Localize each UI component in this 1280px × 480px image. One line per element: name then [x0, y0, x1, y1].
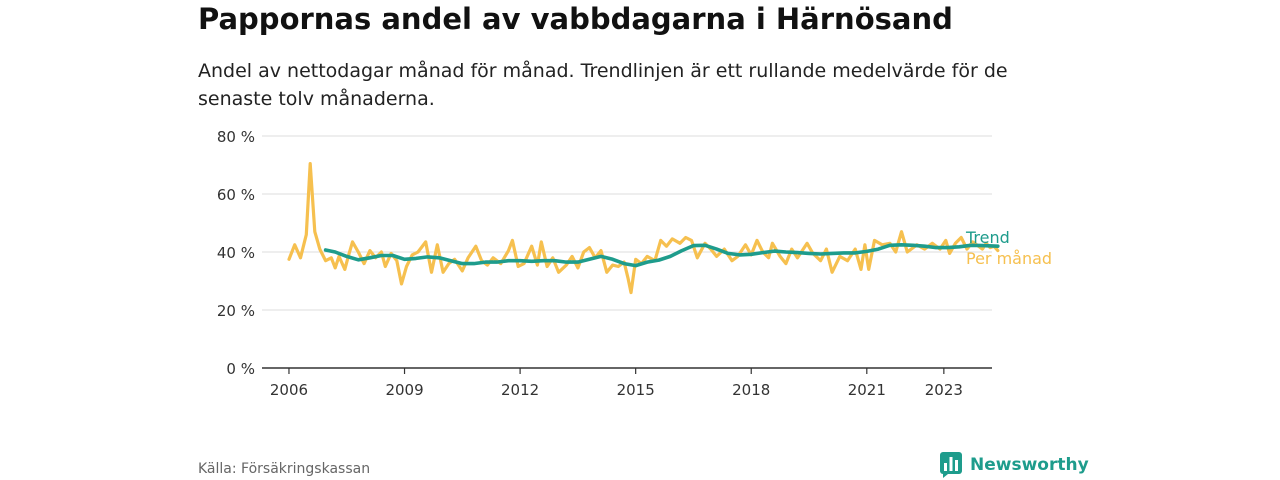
x-tick-label: 2015 [617, 381, 655, 399]
chart-subtitle: Andel av nettodagar månad för månad. Tre… [198, 60, 1008, 110]
y-tick-label: 20 % [217, 302, 255, 320]
brand-logo: Newsworthy [940, 452, 1089, 478]
x-tick-label: 2021 [848, 381, 886, 399]
grid-lines [262, 135, 992, 311]
x-tick-label: 2012 [501, 381, 539, 399]
x-tick-label: 2023 [925, 381, 963, 399]
line-labels: Trend Per månad [965, 228, 1052, 268]
bar-chart-logo-icon [940, 452, 962, 478]
series-lines [287, 162, 1000, 295]
series-line-trend [323, 243, 1000, 268]
y-axis-labels: 0 % 20 % 40 % 60 % 80 % [217, 128, 255, 378]
x-axis: 2006 2009 2012 2015 2018 2021 2023 [262, 367, 992, 399]
source-note: Källa: Försäkringskassan [198, 461, 371, 477]
chart-title: Pappornas andel av vabbdagarna i Härnösa… [198, 2, 953, 36]
x-tick-label: 2006 [270, 381, 308, 399]
label-per-manad: Per månad [966, 249, 1052, 268]
series-line-per-manad [287, 162, 1000, 295]
brand-name: Newsworthy [970, 455, 1089, 475]
y-tick-label: 0 % [226, 360, 255, 378]
y-tick-label: 60 % [217, 186, 255, 204]
x-tick-label: 2018 [732, 381, 770, 399]
x-tick-label: 2009 [385, 381, 423, 399]
label-trend: Trend [965, 228, 1010, 247]
y-tick-label: 40 % [217, 244, 255, 262]
y-tick-label: 80 % [217, 128, 255, 146]
